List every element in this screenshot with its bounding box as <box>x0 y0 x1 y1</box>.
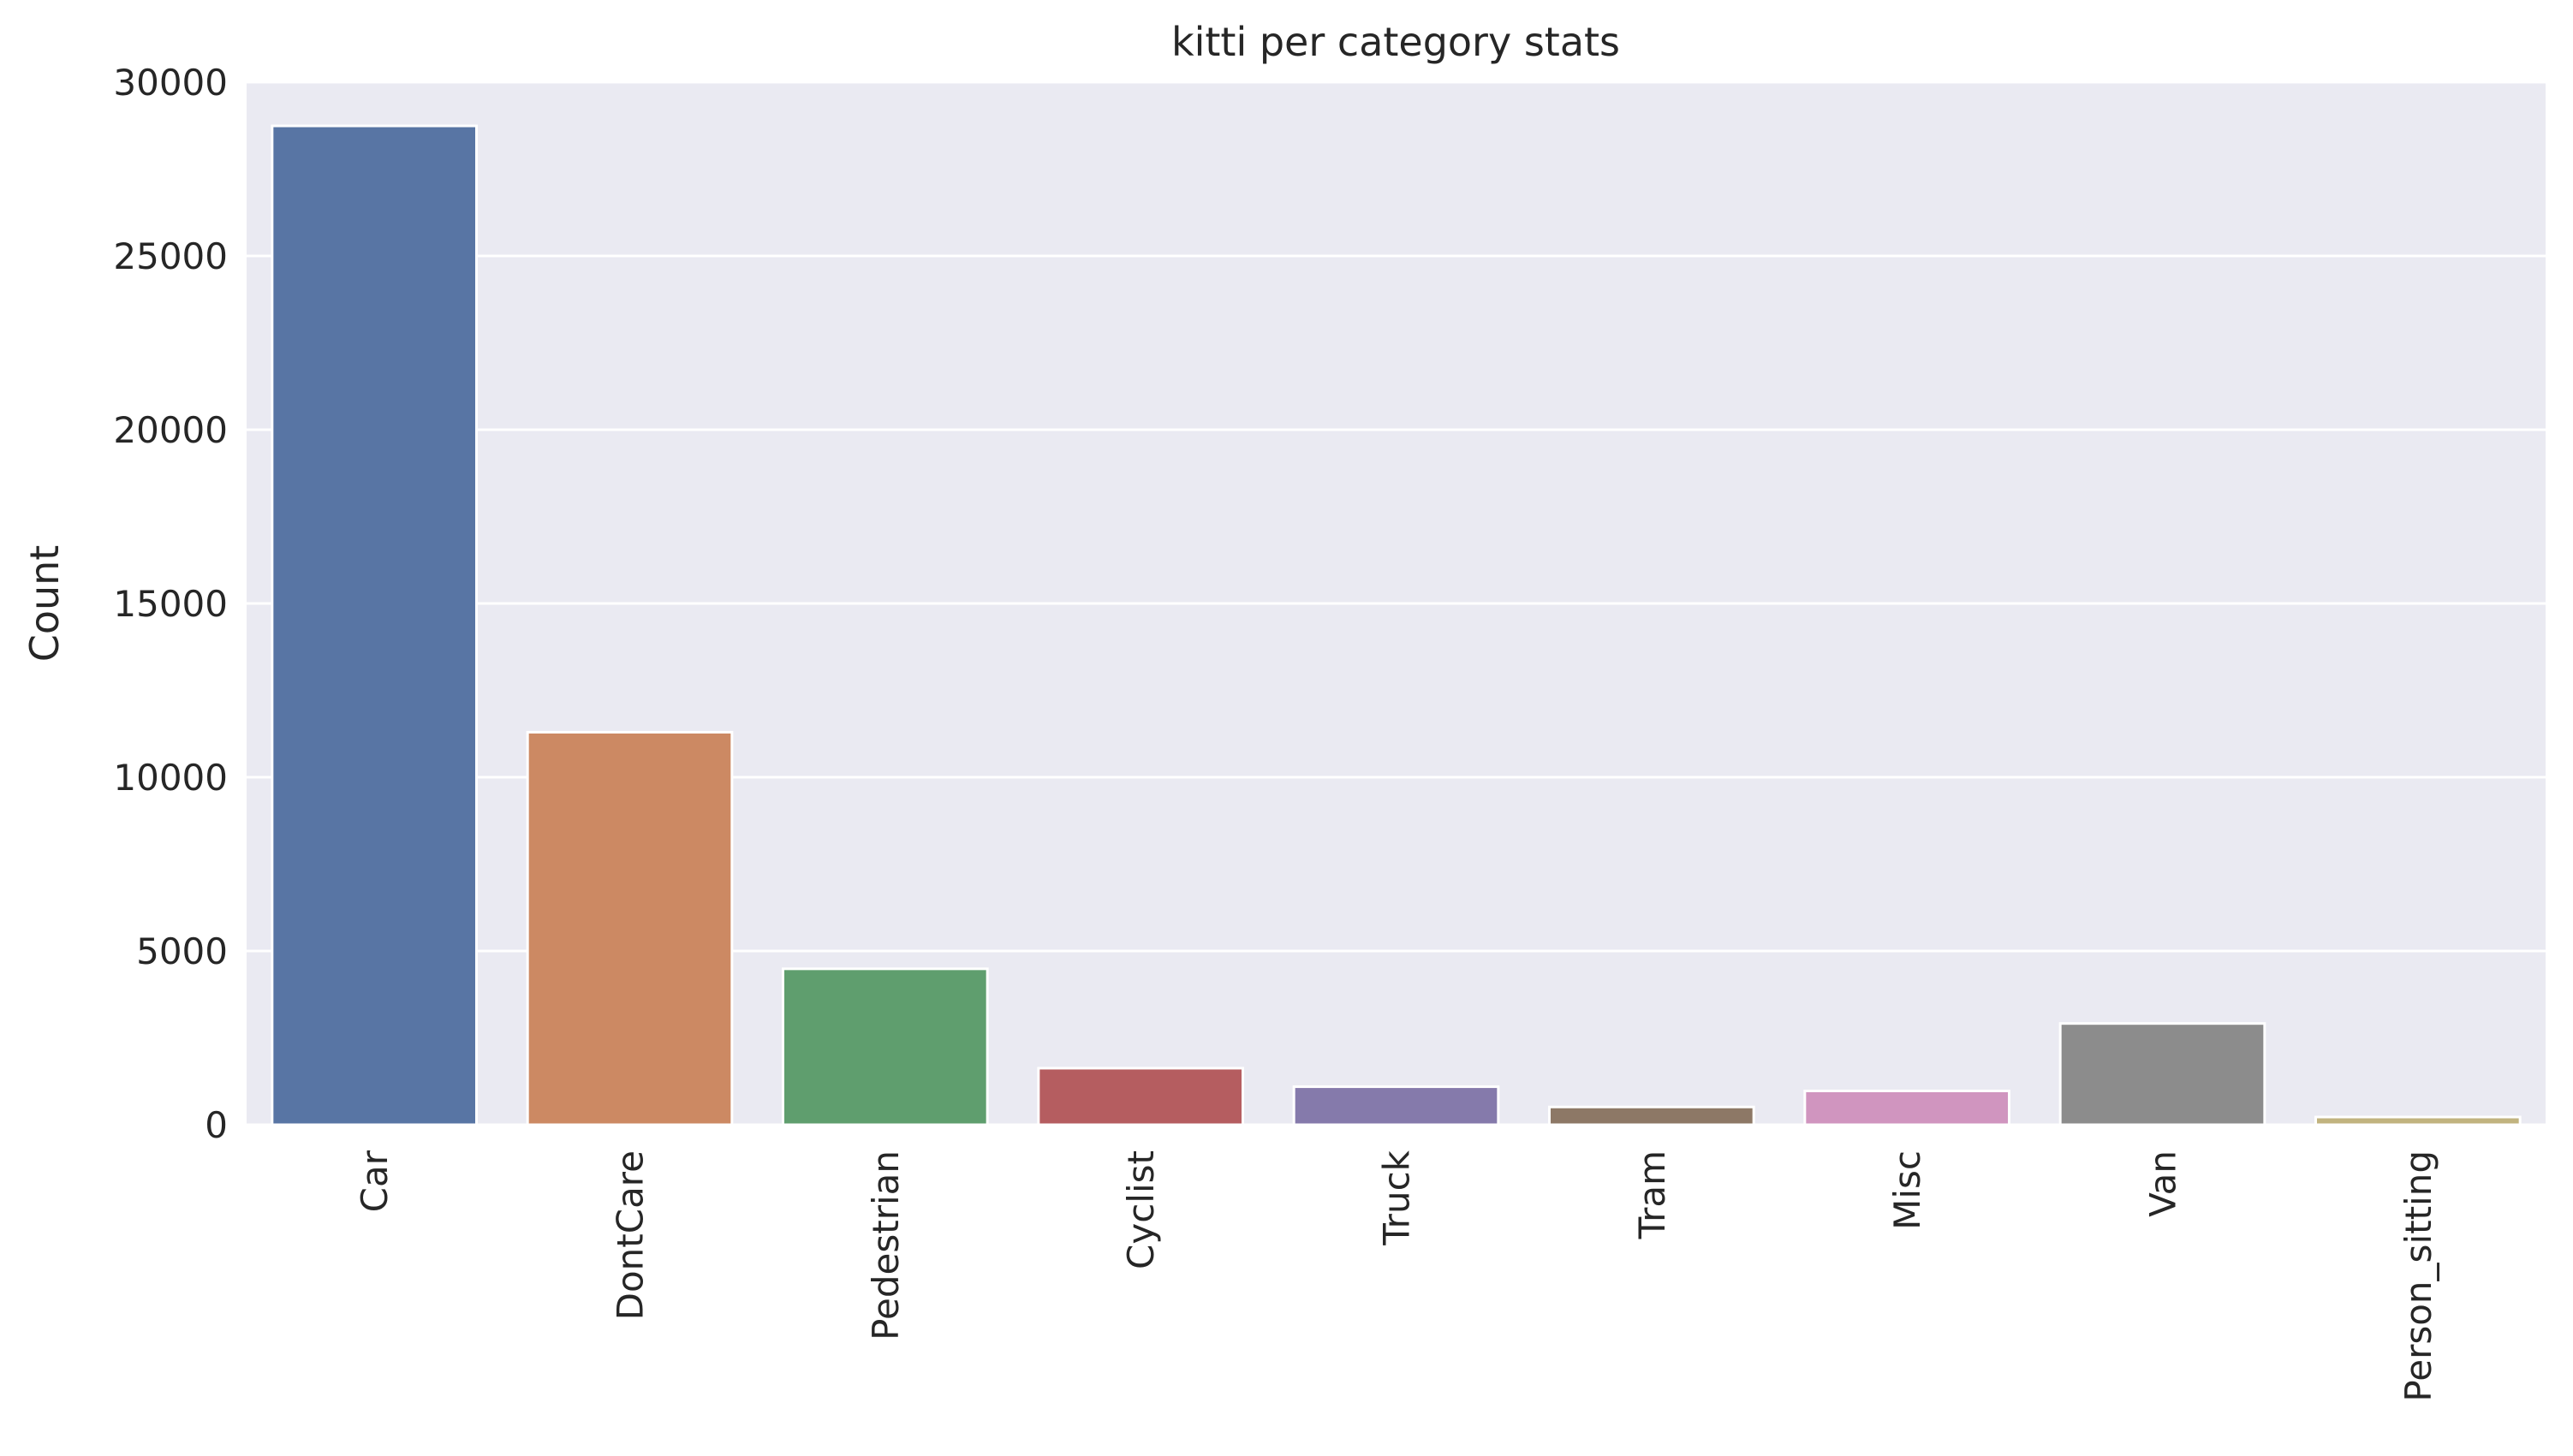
x-tick-label: Car <box>354 1150 396 1212</box>
bar-van <box>2058 1022 2266 1126</box>
bar-person-sitting <box>2314 1115 2522 1126</box>
y-tick-label: 10000 <box>113 757 228 799</box>
y-tick-label: 20000 <box>113 409 228 451</box>
y-tick-label: 5000 <box>136 930 228 972</box>
bar-cyclist <box>1037 1067 1245 1126</box>
bar-misc <box>1803 1089 2010 1126</box>
x-tick-label: Misc <box>1886 1150 1928 1230</box>
bar-pedestrian <box>782 967 989 1126</box>
x-tick-label: Van <box>2142 1150 2184 1217</box>
y-tick-label: 30000 <box>113 62 228 104</box>
y-axis-label: Count <box>21 545 68 663</box>
bar-dontcare <box>526 730 734 1126</box>
x-tick-label: Cyclist <box>1120 1150 1162 1269</box>
x-tick-label: Person_sitting <box>2397 1150 2439 1402</box>
chart-title: kitti per category stats <box>1171 19 1620 65</box>
y-tick-labels: 0 5000 10000 15000 20000 25000 30000 <box>113 62 228 1146</box>
y-tick-label: 25000 <box>113 235 228 277</box>
bars <box>271 124 2522 1126</box>
y-tick-label: 15000 <box>113 583 228 625</box>
x-tick-label: DontCare <box>610 1150 652 1320</box>
x-tick-label: Tram <box>1631 1150 1673 1239</box>
x-tick-label: Pedestrian <box>865 1150 907 1340</box>
bar-tram <box>1548 1105 1755 1126</box>
y-tick-label: 0 <box>205 1104 228 1146</box>
bar-truck <box>1292 1085 1500 1126</box>
bar-car <box>271 124 479 1126</box>
x-tick-labels: Car DontCare Pedestrian Cyclist Truck Tram Mis… <box>354 1150 2439 1401</box>
x-tick-label: Truck <box>1376 1150 1418 1245</box>
